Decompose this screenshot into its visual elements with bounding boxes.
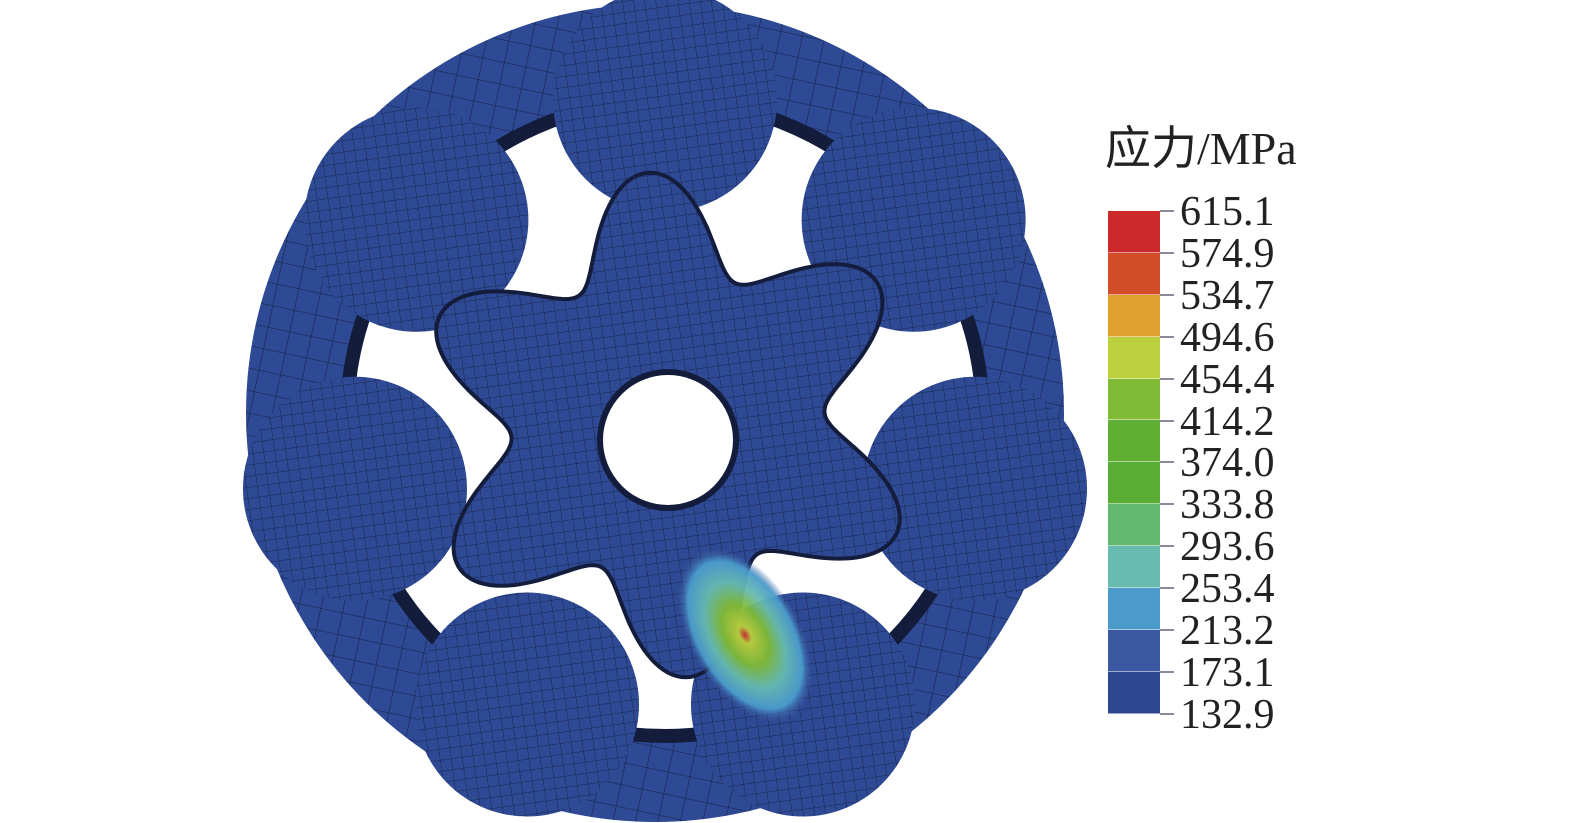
gear-lobe [304,107,529,332]
color-band [1108,462,1160,505]
scale-tick [1160,251,1174,254]
gear-lobe [242,376,467,601]
gear-lobe [553,0,777,212]
scale-tick [1160,377,1174,380]
scale-label: 615.1 [1180,189,1275,235]
color-band [1108,588,1160,630]
scale-label: 213.2 [1180,608,1275,654]
scale-tick [1160,419,1174,422]
scale-label: 173.1 [1180,649,1275,696]
scale-tick [1160,712,1174,715]
gear-lobe [415,592,640,817]
color-band [1108,336,1160,379]
scale-label: 293.6 [1180,524,1275,571]
scale-tick [1160,670,1174,673]
scale-label: 374.0 [1180,440,1275,487]
scale-label: 132.9 [1180,691,1275,738]
color-band [1108,629,1160,672]
scale-label: 414.2 [1180,398,1275,445]
scale-label: 333.8 [1180,482,1275,529]
scale-tick [1160,629,1174,631]
scale-tick [1160,210,1174,212]
legend-title: 应力/MPa [1105,123,1297,174]
color-band [1108,504,1160,547]
color-band [1108,252,1160,295]
scale-label: 454.4 [1180,356,1275,403]
scale-tick [1160,335,1174,338]
stress-hotspot [677,548,813,722]
scale-label: 574.9 [1180,230,1275,277]
gear-lobe [863,376,1088,601]
scale-label: 253.4 [1180,566,1275,613]
color-band [1108,294,1160,337]
scale-label: 494.6 [1180,314,1275,361]
scale-tick [1160,503,1174,506]
color-scale-bar [1108,211,1160,714]
scale-tick [1160,461,1174,464]
scale-tick [1160,293,1174,296]
color-band [1108,378,1160,421]
scale-label: 534.7 [1180,272,1275,319]
color-band [1108,546,1160,589]
scale-tick [1160,587,1174,590]
scale-tick [1160,545,1174,548]
color-band [1108,211,1160,253]
color-band [1108,420,1160,463]
inner-rotor [434,170,902,722]
shaft-hole [597,369,739,511]
color-band [1108,671,1160,714]
